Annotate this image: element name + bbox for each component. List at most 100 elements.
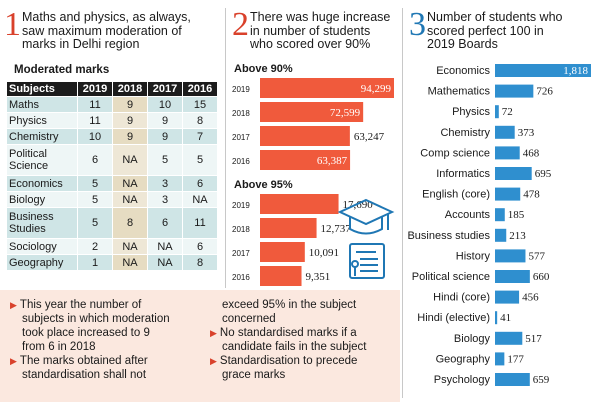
value-cell: 5 — [78, 192, 112, 207]
panel-intro: There was huge increase in number of stu… — [250, 10, 400, 52]
data-bar — [260, 194, 339, 214]
value-cell: 11 — [78, 113, 112, 128]
value-label: 726 — [536, 86, 553, 98]
table-row: Physics 11 9 9 8 — [7, 113, 217, 128]
value-label: 63,247 — [354, 131, 385, 143]
value-label: 517 — [525, 333, 542, 345]
value-cell: NA — [148, 239, 182, 254]
value-cell: 6 — [78, 145, 112, 175]
panel-intro: Number of students who scored perfect 10… — [427, 10, 607, 52]
value-cell: NA — [148, 255, 182, 270]
subject-label: Psychology — [434, 374, 491, 386]
value-cell: 9 — [113, 113, 147, 128]
year-label: 2019 — [232, 85, 250, 94]
value-cell: 15 — [183, 97, 217, 112]
value-cell: NA — [113, 176, 147, 191]
bullet-arrow-icon: ▶ — [210, 328, 217, 338]
table-row: Geography 1 NA NA 8 — [7, 255, 217, 270]
intro-line: scored perfect 100 in — [427, 23, 544, 38]
value-cell: 2 — [78, 239, 112, 254]
value-label: 695 — [535, 168, 552, 180]
subject-cell: Physics — [7, 113, 77, 128]
subject-label: Comp science — [420, 147, 490, 159]
bullet-arrow-icon: ▶ — [10, 356, 17, 366]
value-label: 468 — [523, 147, 540, 159]
data-bar — [495, 84, 534, 98]
note-text: exceed 95% in the subject — [222, 299, 357, 311]
perfect-100-chart: Economics 1,818 Mathematics 726 Physics 72 Che… — [407, 64, 591, 386]
value-cell: 6 — [183, 239, 217, 254]
value-cell: 7 — [183, 129, 217, 144]
above-90-chart: Above 90% 2019 94,299 2018 72,599 2017 63,247 2… — [232, 63, 394, 170]
subject-label: Accounts — [445, 209, 491, 221]
value-cell: NA — [183, 192, 217, 207]
value-label: 478 — [523, 189, 540, 201]
subject-label: Hindi (elective) — [417, 312, 490, 324]
table-row: Political Science 6 NA 5 5 — [7, 145, 217, 175]
note-line: ▶ This year the number of — [10, 298, 200, 312]
column-header: 2017 — [148, 82, 182, 96]
value-cell: 1 — [78, 255, 112, 270]
notes-column-left: ▶ This year the number of subjects in whic… — [10, 298, 200, 382]
value-cell: 5 — [78, 208, 112, 238]
perfect-100-panel: 3 Number of students who scored perfect … — [405, 0, 611, 402]
value-label: 659 — [533, 374, 550, 386]
value-cell: 10 — [78, 129, 112, 144]
value-label: 213 — [509, 230, 526, 242]
value-label: 373 — [518, 127, 535, 139]
bullet-arrow-icon: ▶ — [10, 300, 17, 310]
notes-box: ▶ This year the number of subjects in whic… — [0, 290, 400, 402]
subject-label: Hindi (core) — [433, 292, 490, 304]
value-cell: 9 — [113, 97, 147, 112]
note-text: subjects in which moderation — [22, 313, 170, 325]
value-label: 660 — [533, 271, 550, 283]
value-cell: 5 — [183, 145, 217, 175]
data-bar — [495, 64, 591, 77]
table-title: Moderated marks — [14, 64, 110, 76]
value-label: 185 — [508, 209, 525, 221]
value-cell: NA — [113, 239, 147, 254]
table-row: Business Studies 5 8 6 11 — [7, 208, 217, 238]
data-bar — [495, 331, 523, 345]
year-label: 2016 — [232, 273, 250, 282]
year-label: 2019 — [232, 201, 250, 210]
value-cell: 5 — [78, 176, 112, 191]
data-bar — [495, 167, 532, 180]
subject-cell: Geography — [7, 255, 77, 270]
value-label: 10,091 — [309, 247, 339, 259]
year-label: 2018 — [232, 225, 250, 234]
note-line: from 6 in 2018 — [10, 340, 200, 354]
note-text: candidate fails in the subject — [222, 341, 367, 353]
data-bar — [495, 146, 520, 160]
value-cell: NA — [113, 145, 147, 175]
data-bar — [495, 311, 498, 325]
value-cell: 11 — [78, 97, 112, 112]
intro-line: There was huge increase — [250, 10, 391, 24]
subject-cell: Economics — [7, 176, 77, 191]
column-header: 2019 — [78, 82, 112, 96]
value-cell: NA — [113, 192, 147, 207]
subject-cell: Chemistry — [7, 129, 77, 144]
table-row: Sociology 2 NA NA 6 — [7, 239, 217, 254]
value-cell: 5 — [148, 145, 182, 175]
year-label: 2017 — [232, 249, 250, 258]
note-text: grace marks — [222, 369, 286, 381]
data-bar — [260, 218, 317, 238]
note-line: ▶ No standardised marks if a — [210, 326, 400, 340]
value-label: 72 — [502, 106, 513, 118]
column-header: Subjects — [7, 82, 77, 96]
value-label: 9,351 — [306, 271, 331, 283]
subject-label: Informatics — [436, 168, 490, 180]
panel-divider — [225, 8, 226, 288]
note-line: concerned — [210, 312, 400, 326]
note-line: grace marks — [210, 368, 400, 382]
subject-label: Physics — [452, 106, 490, 118]
chart-title: Above 90% — [234, 63, 293, 75]
value-cell: 8 — [183, 113, 217, 128]
column-header: 2018 — [113, 82, 147, 96]
data-bar — [495, 249, 526, 263]
note-text: standardisation shall not — [22, 369, 147, 381]
panel-divider — [402, 8, 403, 398]
subject-cell: Sociology — [7, 239, 77, 254]
